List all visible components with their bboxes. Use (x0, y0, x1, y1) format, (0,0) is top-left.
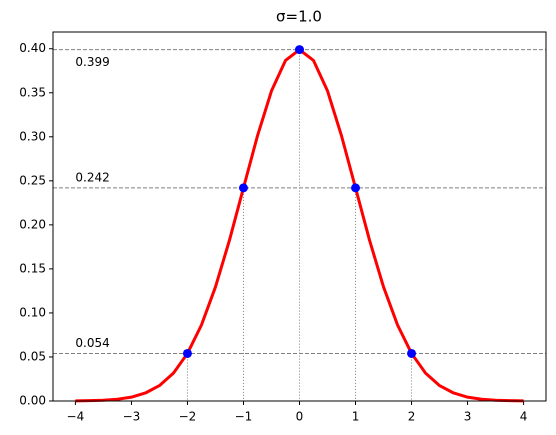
x-tick-label: 2 (408, 410, 416, 424)
point (407, 348, 417, 358)
plot-frame (52, 31, 547, 402)
x-tick-label: 4 (520, 410, 528, 424)
x-tick-label: 0 (296, 410, 304, 424)
x-tick-label: −1 (235, 410, 253, 424)
curve (75, 48, 524, 403)
reference-label: 0.399 (75, 55, 109, 69)
y-tick-label: 0.00 (19, 394, 46, 408)
reference-label: 0.054 (75, 336, 109, 350)
x-tick-label: 1 (352, 410, 360, 424)
y-tick-label: 0.25 (19, 173, 46, 187)
x-tick-label: −3 (123, 410, 141, 424)
point (182, 348, 192, 358)
x-tick-label: −2 (179, 410, 197, 424)
x-tick-label: 3 (464, 410, 472, 424)
point (351, 183, 361, 193)
point (295, 45, 304, 55)
point (238, 183, 248, 193)
x-tick-label: −4 (67, 410, 85, 424)
y-tick-label: 0.30 (19, 129, 46, 143)
chart-title: σ=1.0 (276, 8, 322, 26)
y-tick-label: 0.35 (19, 85, 46, 99)
y-tick-label: 0.05 (19, 349, 46, 363)
y-tick-label: 0.20 (19, 217, 46, 231)
reference-label: 0.242 (75, 170, 109, 184)
y-tick-label: 0.40 (19, 41, 46, 55)
y-tick-label: 0.10 (19, 305, 46, 319)
y-tick-label: 0.15 (19, 261, 46, 275)
